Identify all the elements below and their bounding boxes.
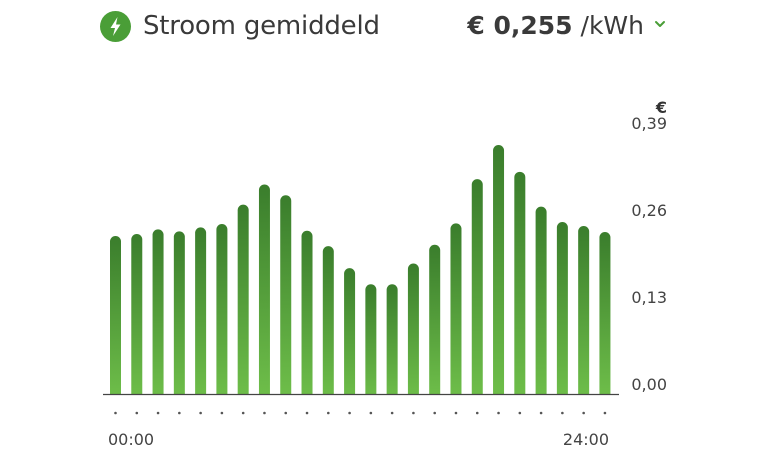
chart-bar <box>471 179 483 400</box>
chart-bar <box>514 171 526 400</box>
chart-bar <box>280 195 292 400</box>
x-axis-dot <box>263 411 266 415</box>
x-axis-dot <box>539 411 543 415</box>
y-axis-unit: € <box>655 98 667 117</box>
header: Stroom gemiddeld € 0,255 /kWh <box>0 0 768 54</box>
x-axis-dots <box>114 411 607 415</box>
chart-bar <box>173 231 185 400</box>
y-tick-label: 0,26 <box>631 201 667 220</box>
page-title: Stroom gemiddeld <box>143 11 380 41</box>
chart-bar <box>556 222 568 400</box>
chart-bar <box>131 234 143 400</box>
x-axis-dot <box>348 411 351 415</box>
x-axis-dot <box>114 411 117 415</box>
chart-bar <box>365 284 377 400</box>
price-amount: € 0,255 <box>467 11 573 40</box>
chart-bar <box>493 145 505 400</box>
chart-bar <box>578 226 590 400</box>
chart-bar <box>237 204 249 400</box>
chart-bar <box>535 206 547 400</box>
chart-bar <box>195 227 207 400</box>
y-tick-label: 0,13 <box>631 288 667 307</box>
x-axis-dot <box>433 411 437 415</box>
x-axis-dot <box>241 411 245 415</box>
x-axis-dot <box>475 411 479 415</box>
x-axis-dot <box>582 411 585 415</box>
x-axis-dot <box>305 411 309 415</box>
x-axis-dot <box>199 411 202 415</box>
chart-bar <box>301 230 313 400</box>
price-unit: /kWh <box>580 11 644 40</box>
x-axis-dot <box>284 411 288 415</box>
x-label-end: 24:00 <box>563 430 609 449</box>
chart-bar <box>599 232 611 400</box>
chart-bar <box>110 236 121 400</box>
chart-bar <box>258 184 270 400</box>
x-axis-dot <box>412 411 415 415</box>
x-axis-dot <box>369 411 373 415</box>
chart-bar <box>450 223 462 400</box>
y-axis-ticks: 0,00 0,13 0,26 0,39 <box>631 114 667 394</box>
chart-bar <box>386 284 398 400</box>
x-axis-dot <box>390 411 394 415</box>
lightning-bolt-icon <box>100 11 131 42</box>
x-axis-dot <box>497 411 500 415</box>
chart-bar <box>429 244 441 400</box>
chart-bar <box>216 224 228 400</box>
x-axis-dot <box>327 411 330 415</box>
x-axis-dot <box>178 411 181 415</box>
y-tick-label: 0,00 <box>631 375 667 394</box>
x-axis-dot <box>156 411 160 415</box>
chart-bar <box>322 246 334 400</box>
x-axis-dot <box>561 411 564 415</box>
chart-bar <box>407 263 419 400</box>
chart-bar <box>152 229 164 400</box>
x-axis-dot <box>454 411 458 415</box>
chart-bar <box>344 268 356 400</box>
x-axis-dot <box>220 411 224 415</box>
x-axis-dot <box>135 411 139 415</box>
y-tick-label: 0,39 <box>631 114 667 133</box>
chart-bars <box>98 145 624 404</box>
average-price: € 0,255 /kWh <box>467 10 644 42</box>
x-axis-dot <box>603 411 607 415</box>
chevron-down-icon[interactable] <box>653 17 667 31</box>
x-axis-dot <box>518 411 522 415</box>
x-label-start: 00:00 <box>108 430 154 449</box>
baseline-mask <box>98 394 624 404</box>
x-axis-labels: 00:00 24:00 <box>108 430 609 449</box>
